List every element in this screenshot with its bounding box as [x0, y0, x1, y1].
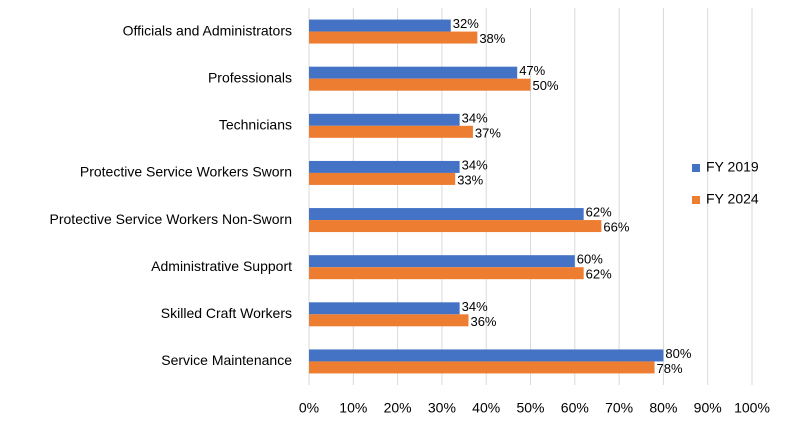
- bar: [309, 78, 531, 91]
- bar: [309, 361, 655, 374]
- x-tick-label: 40%: [472, 400, 500, 416]
- x-tick-label: 80%: [649, 400, 677, 416]
- value-label: 60%: [577, 252, 603, 267]
- bar: [309, 31, 478, 44]
- bar: [309, 255, 575, 268]
- x-tick-label: 70%: [605, 400, 633, 416]
- x-tick-label: 90%: [694, 400, 722, 416]
- bar: [309, 220, 602, 233]
- x-tick-label: 30%: [428, 400, 456, 416]
- value-label: 62%: [586, 267, 612, 282]
- category-label: Protective Service Workers Non-Sworn: [50, 211, 292, 227]
- value-label: 50%: [533, 78, 559, 93]
- value-label: 34%: [462, 157, 488, 172]
- x-tick-label: 0%: [299, 400, 319, 416]
- x-tick-label: 50%: [516, 400, 544, 416]
- x-tick-label: 20%: [384, 400, 412, 416]
- bar: [309, 19, 451, 32]
- value-label: 80%: [665, 346, 691, 361]
- category-label: Technicians: [219, 117, 292, 133]
- category-label: Skilled Craft Workers: [161, 305, 292, 321]
- legend-label: FY 2019: [706, 159, 759, 175]
- bar: [309, 349, 664, 362]
- category-label: Protective Service Workers Sworn: [80, 164, 292, 180]
- value-label: 38%: [479, 31, 505, 46]
- value-label: 36%: [470, 314, 496, 329]
- category-label: Service Maintenance: [161, 352, 292, 368]
- bar: [309, 302, 460, 315]
- value-label: 47%: [519, 63, 545, 78]
- bar: [309, 113, 460, 126]
- legend-swatch: [692, 196, 700, 204]
- category-label: Officials and Administrators: [123, 22, 292, 38]
- x-tick-label: 60%: [561, 400, 589, 416]
- x-tick-label: 10%: [339, 400, 367, 416]
- bar: [309, 208, 584, 221]
- value-label: 37%: [475, 125, 501, 140]
- legend-swatch: [692, 164, 700, 172]
- value-label: 33%: [457, 172, 483, 187]
- value-label: 34%: [462, 110, 488, 125]
- bar: [309, 66, 518, 79]
- bar: [309, 125, 473, 138]
- bar: [309, 160, 460, 173]
- bar: [309, 267, 584, 280]
- value-label: 34%: [462, 299, 488, 314]
- category-label: Administrative Support: [151, 258, 292, 274]
- value-label: 78%: [657, 361, 683, 376]
- value-label: 62%: [586, 205, 612, 220]
- value-label: 66%: [603, 220, 629, 235]
- category-label: Professionals: [208, 69, 292, 85]
- bar: [309, 314, 469, 327]
- bar: [309, 172, 456, 185]
- legend-label: FY 2024: [706, 191, 759, 207]
- x-tick-label: 100%: [734, 400, 770, 416]
- value-label: 32%: [453, 16, 479, 31]
